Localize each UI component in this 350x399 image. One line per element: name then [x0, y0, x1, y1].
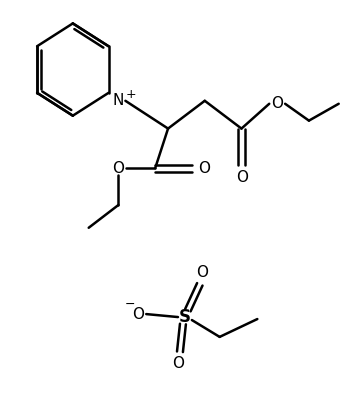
Text: O: O	[196, 265, 208, 280]
Text: O: O	[172, 356, 184, 371]
Text: O: O	[271, 96, 283, 111]
Text: O: O	[112, 161, 125, 176]
Text: O: O	[132, 306, 144, 322]
Text: O: O	[237, 170, 248, 185]
Text: +: +	[126, 88, 136, 101]
Text: S: S	[179, 308, 191, 326]
Text: N: N	[113, 93, 124, 108]
Text: −: −	[125, 298, 135, 311]
Text: O: O	[198, 161, 210, 176]
